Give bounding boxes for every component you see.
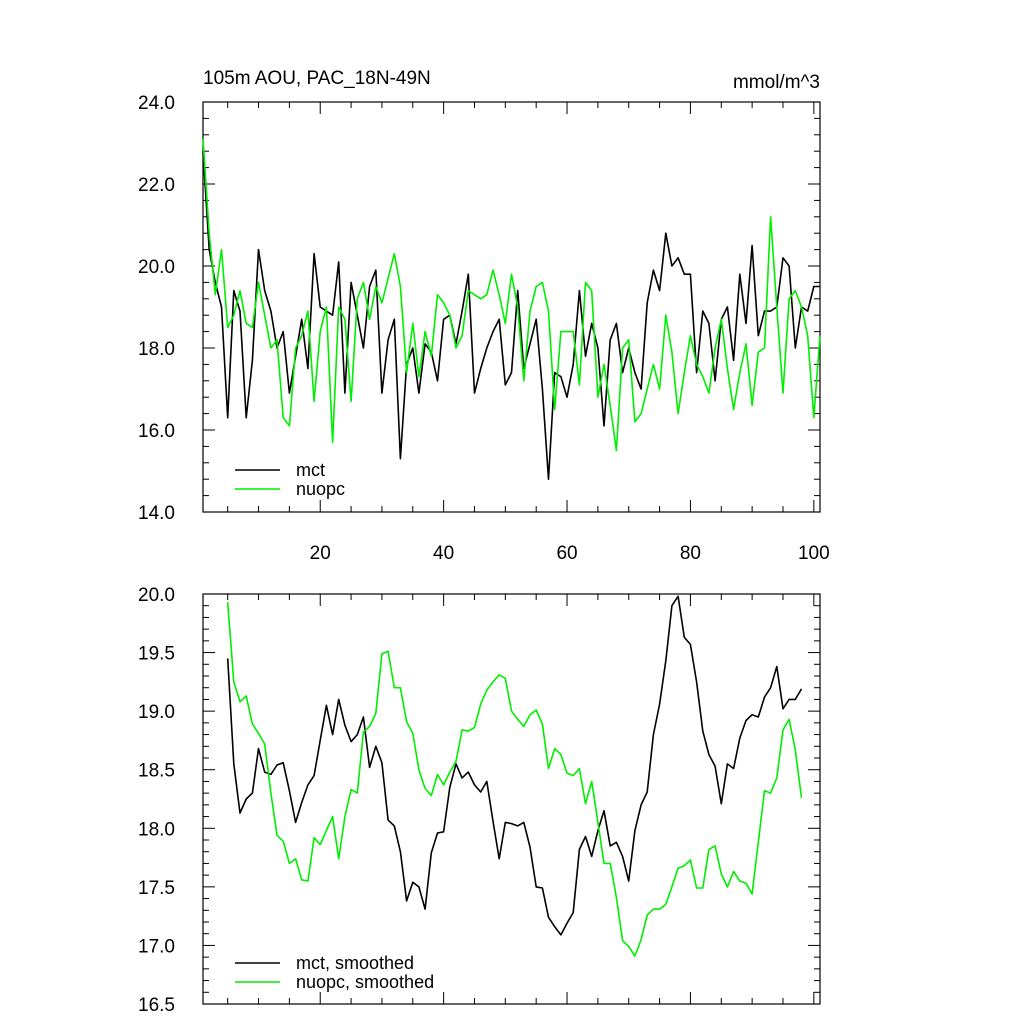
y-tick-label: 20.0: [138, 257, 175, 278]
y-tick-label: 19.0: [138, 702, 175, 723]
series-line-mct-smoothed: [226, 595, 803, 936]
chart-title: 105m AOU, PAC_18N-49N: [203, 68, 431, 89]
units-label: mmol/m^3: [733, 72, 820, 93]
panel-top-aou-timeseries: 105m AOU, PAC_18N-49N mmol/m^3 20 40 60 80 1…: [138, 68, 830, 564]
legend-label: nuopc: [296, 479, 345, 499]
series-line-nuopc-smoothed: [226, 602, 803, 957]
y-tick-label: 22.0: [138, 175, 175, 196]
y-tick-label: 24.0: [138, 93, 175, 114]
y-tick-label: 19.5: [138, 644, 175, 665]
legend-label: mct: [296, 460, 325, 480]
y-tick-label: 17.5: [138, 878, 175, 899]
x-tick-label: 100: [798, 543, 830, 564]
x-tick-label: 20: [310, 543, 331, 564]
y-tick-label: 18.0: [138, 339, 175, 360]
series-line-nuopc: [202, 138, 821, 452]
y-tick-label: 16.5: [138, 995, 175, 1016]
x-tick-label: 80: [680, 543, 701, 564]
y-tick-label: 14.0: [138, 503, 175, 524]
y-tick-label: 18.5: [138, 761, 175, 782]
x-tick-label: 40: [433, 543, 454, 564]
plot-frame: [202, 101, 821, 513]
y-tick-label: 20.0: [138, 585, 175, 606]
panel-bottom-smoothed-timeseries: 16.5 17.0 17.5 18.0 18.5 19.0 19.5 20.0 mct, smo…: [138, 585, 821, 1016]
legend-label: mct, smoothed: [296, 953, 414, 973]
y-tick-label: 18.0: [138, 819, 175, 840]
series-line-mct: [202, 151, 820, 481]
legend-label: nuopc, smoothed: [296, 972, 434, 992]
plot-frame: [202, 593, 821, 1005]
y-tick-label: 16.0: [138, 421, 175, 442]
x-tick-label: 60: [556, 543, 577, 564]
y-tick-label: 17.0: [138, 936, 175, 957]
